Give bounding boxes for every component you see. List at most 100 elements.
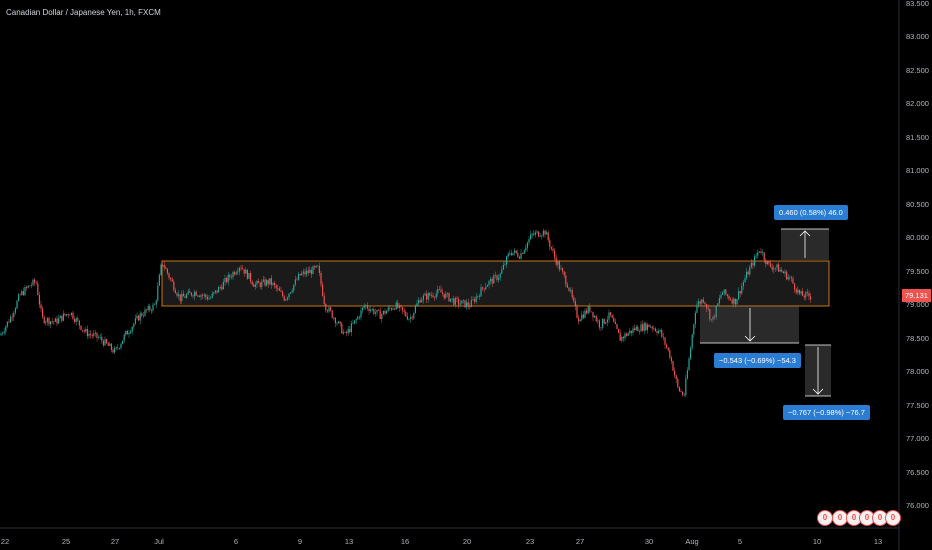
candle-body <box>371 309 373 310</box>
candle-body <box>576 306 578 318</box>
event-badge-icon[interactable]: 0 <box>817 510 833 526</box>
candle-body <box>29 285 31 287</box>
candle-body <box>648 324 650 328</box>
candle-body <box>286 297 288 300</box>
candle-body <box>227 274 229 283</box>
candle-body <box>130 331 132 333</box>
candle-body <box>56 318 58 324</box>
candle-body <box>237 271 239 273</box>
candle-body <box>139 313 141 321</box>
candle-body <box>421 299 423 303</box>
symbol-title: Canadian Dollar / Japanese Yen, 1h, FXCM <box>6 8 161 17</box>
candle-body <box>3 331 5 334</box>
candle-body <box>560 268 562 270</box>
candle-body <box>32 279 34 286</box>
candle-body <box>192 295 194 297</box>
price-axis-label: 79.000 <box>906 300 929 310</box>
candle-body <box>520 253 522 259</box>
measure-box-down-1[interactable] <box>700 306 799 343</box>
candle-body <box>720 294 722 299</box>
candle-body <box>578 317 580 322</box>
candle-body <box>126 331 128 335</box>
candle-body <box>53 321 55 323</box>
candle-body <box>301 273 303 276</box>
candle-body <box>238 267 240 272</box>
candle-body <box>141 313 143 316</box>
candle-body <box>696 304 698 313</box>
candle-body <box>197 295 199 297</box>
measure-up-tag: 0.460 (0.58%) 46.0 <box>774 205 848 220</box>
candle-body <box>170 277 172 280</box>
candle-body <box>206 296 208 300</box>
candle-body <box>765 259 767 265</box>
candle-body <box>342 332 344 334</box>
candle-body <box>315 265 317 268</box>
candle-body <box>194 291 196 297</box>
candle-body <box>600 327 602 328</box>
candle-body <box>795 289 797 293</box>
candle-body <box>213 292 215 294</box>
candle-body <box>293 284 295 291</box>
candle-body <box>784 271 786 274</box>
candle-body <box>440 289 442 293</box>
candle-body <box>298 273 300 280</box>
time-axis-label: 10 <box>812 537 822 546</box>
time-axis-label: 9 <box>297 537 303 546</box>
candle-body <box>205 294 207 297</box>
candle-body <box>357 316 359 320</box>
candle-body <box>770 263 772 267</box>
candle-body <box>762 252 764 254</box>
candle-body <box>686 370 688 379</box>
candle-body <box>106 339 108 344</box>
candle-body <box>450 298 452 302</box>
time-axis-label: 5 <box>737 537 743 546</box>
time-axis-label: Aug <box>685 537 699 546</box>
event-badge-icon[interactable]: 0 <box>885 510 901 526</box>
candle-body <box>59 315 61 319</box>
candle-body <box>77 318 79 321</box>
candle-body <box>322 284 324 296</box>
candle-body <box>419 300 421 303</box>
candle-body <box>538 231 540 237</box>
candle-body <box>414 306 416 313</box>
candle-body <box>702 299 704 303</box>
candle-body <box>235 272 237 275</box>
candle-body <box>242 268 244 270</box>
candle-body <box>734 298 736 305</box>
candle-body <box>58 318 60 324</box>
candle-body <box>326 310 328 312</box>
candle-body <box>453 298 455 305</box>
candle-body <box>704 302 706 305</box>
candle-body <box>346 331 348 334</box>
candle-body <box>510 253 512 256</box>
candle-body <box>325 303 327 311</box>
time-axis-label: 25 <box>61 537 71 546</box>
candle-body <box>182 293 184 297</box>
candle-body <box>426 293 428 300</box>
candle-body <box>792 278 794 284</box>
candle-body <box>88 333 90 337</box>
candle-body <box>522 253 524 254</box>
candle-body <box>610 312 612 316</box>
candle-body <box>448 293 450 302</box>
candle-body <box>162 264 164 266</box>
candle-body <box>507 253 509 257</box>
candle-body <box>554 250 556 258</box>
candle-body <box>306 270 308 275</box>
candle-body <box>246 269 248 279</box>
candle-body <box>586 310 588 314</box>
candle-body <box>603 318 605 324</box>
candle-body <box>808 293 810 297</box>
candle-body <box>443 293 445 299</box>
candle-body <box>662 336 664 338</box>
candle-body <box>310 269 312 275</box>
candle-body <box>782 271 784 274</box>
candle-body <box>618 328 620 334</box>
candle-body <box>598 320 600 328</box>
candle-body <box>149 306 151 311</box>
candle-body <box>549 240 551 247</box>
candle-body <box>355 319 357 321</box>
candle-body <box>304 271 306 275</box>
candle-body <box>200 295 202 297</box>
